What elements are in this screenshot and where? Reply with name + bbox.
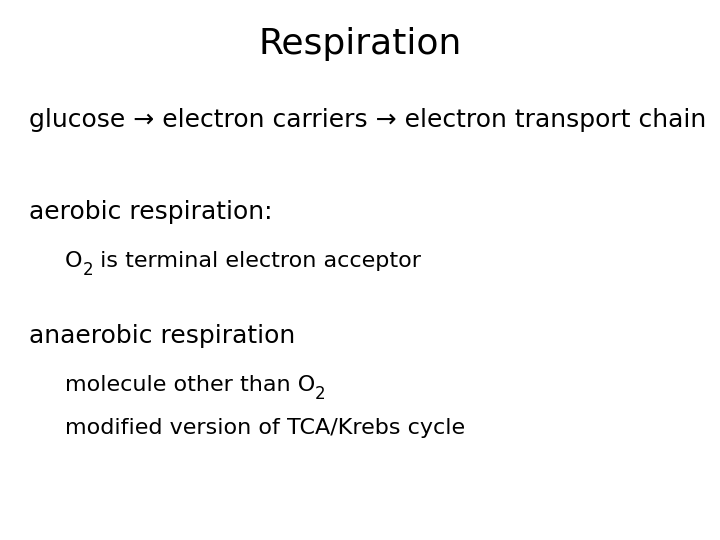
Text: 2: 2 bbox=[315, 385, 325, 403]
Text: is terminal electron acceptor: is terminal electron acceptor bbox=[93, 251, 421, 271]
Text: anaerobic respiration: anaerobic respiration bbox=[29, 324, 295, 348]
Text: glucose → electron carriers → electron transport chain: glucose → electron carriers → electron t… bbox=[29, 108, 706, 132]
Text: molecule other than O: molecule other than O bbox=[65, 375, 315, 395]
Text: aerobic respiration:: aerobic respiration: bbox=[29, 200, 272, 224]
Text: 2: 2 bbox=[82, 261, 93, 279]
Text: Respiration: Respiration bbox=[258, 27, 462, 61]
Text: O: O bbox=[65, 251, 82, 271]
Text: modified version of TCA/Krebs cycle: modified version of TCA/Krebs cycle bbox=[65, 418, 465, 438]
